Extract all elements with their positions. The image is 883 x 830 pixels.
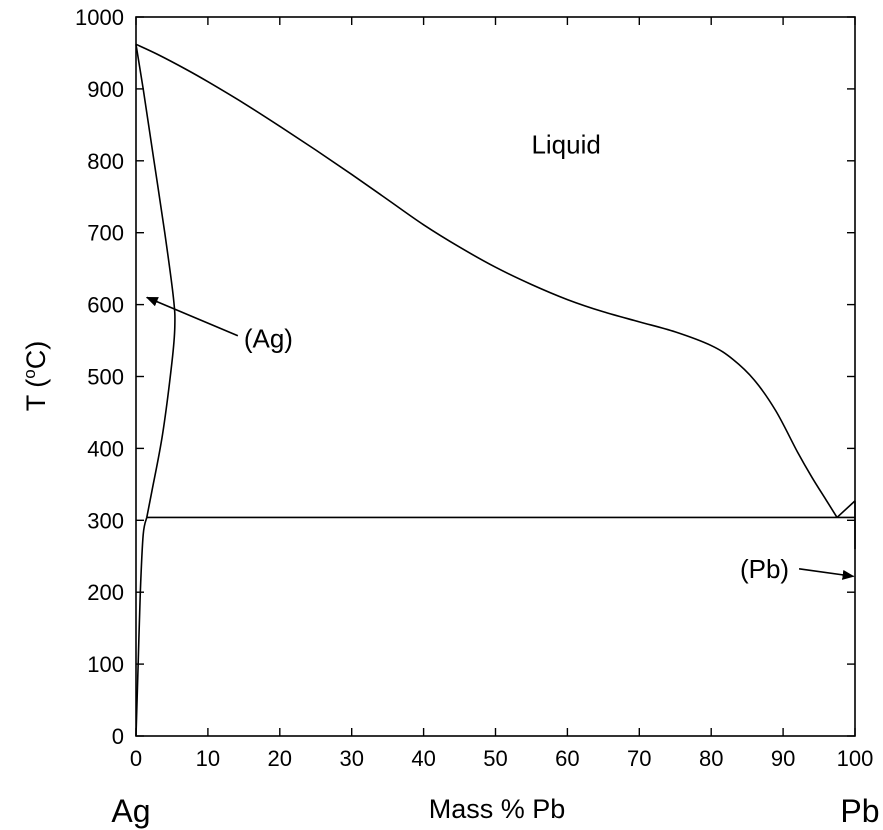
y-tick-label: 400 bbox=[87, 436, 124, 461]
x-tick-label: 10 bbox=[196, 746, 220, 771]
y-tick-label: 300 bbox=[87, 508, 124, 533]
plot-border bbox=[135, 16, 856, 737]
y-tick-label: 100 bbox=[87, 652, 124, 677]
x-tick-label: 80 bbox=[699, 746, 723, 771]
y-tick-labels: 0 100 200 300 400 500 600 700 800 900 1000 bbox=[75, 5, 124, 749]
annotation-pb: (Pb) bbox=[740, 554, 789, 584]
y-tick-label: 900 bbox=[87, 77, 124, 102]
x-tick-label: 20 bbox=[268, 746, 292, 771]
y-axis-title-tail: C) bbox=[21, 341, 51, 370]
y-tick-label: 0 bbox=[112, 724, 124, 749]
annotations: Liquid (Ag) (Pb) bbox=[145, 130, 855, 584]
x-tick-label: 60 bbox=[555, 746, 579, 771]
x-axis-title: Mass % Pb bbox=[429, 794, 566, 824]
y-tick-label: 800 bbox=[87, 149, 124, 174]
y-axis-title-main: T ( bbox=[21, 379, 51, 412]
y-axis-title-superscript: o bbox=[20, 369, 39, 378]
x-tick-label: 30 bbox=[339, 746, 363, 771]
y-tick-label: 200 bbox=[87, 580, 124, 605]
annotation-arrow-pb bbox=[798, 568, 855, 580]
x-tick-labels: 0 10 20 30 40 50 60 70 80 90 100 bbox=[130, 746, 873, 771]
y-tick-label: 600 bbox=[87, 293, 124, 318]
x-tick-label: 40 bbox=[411, 746, 435, 771]
x-tick-label: 70 bbox=[627, 746, 651, 771]
x-tick-label: 100 bbox=[837, 746, 874, 771]
solvus-line bbox=[135, 517, 148, 737]
plot-frame bbox=[135, 16, 856, 737]
annotation-ag: (Ag) bbox=[244, 324, 293, 354]
y-tick-label: 1000 bbox=[75, 5, 124, 30]
phase-boundaries bbox=[135, 43, 856, 737]
left-component-label: Ag bbox=[111, 793, 150, 829]
pb-liquidus-line bbox=[836, 500, 856, 519]
y-tick-label: 500 bbox=[87, 365, 124, 390]
axis-ticks bbox=[135, 16, 856, 737]
liquidus-line bbox=[135, 43, 838, 518]
right-component-label: Pb bbox=[840, 793, 879, 829]
y-tick-label: 700 bbox=[87, 221, 124, 246]
x-tick-label: 90 bbox=[771, 746, 795, 771]
solidus-line bbox=[135, 44, 176, 518]
x-tick-label: 50 bbox=[483, 746, 507, 771]
annotation-liquid: Liquid bbox=[531, 130, 600, 160]
y-axis-title: T (oC) bbox=[20, 341, 51, 411]
annotation-arrow-ag bbox=[145, 296, 239, 337]
x-tick-label: 0 bbox=[130, 746, 142, 771]
